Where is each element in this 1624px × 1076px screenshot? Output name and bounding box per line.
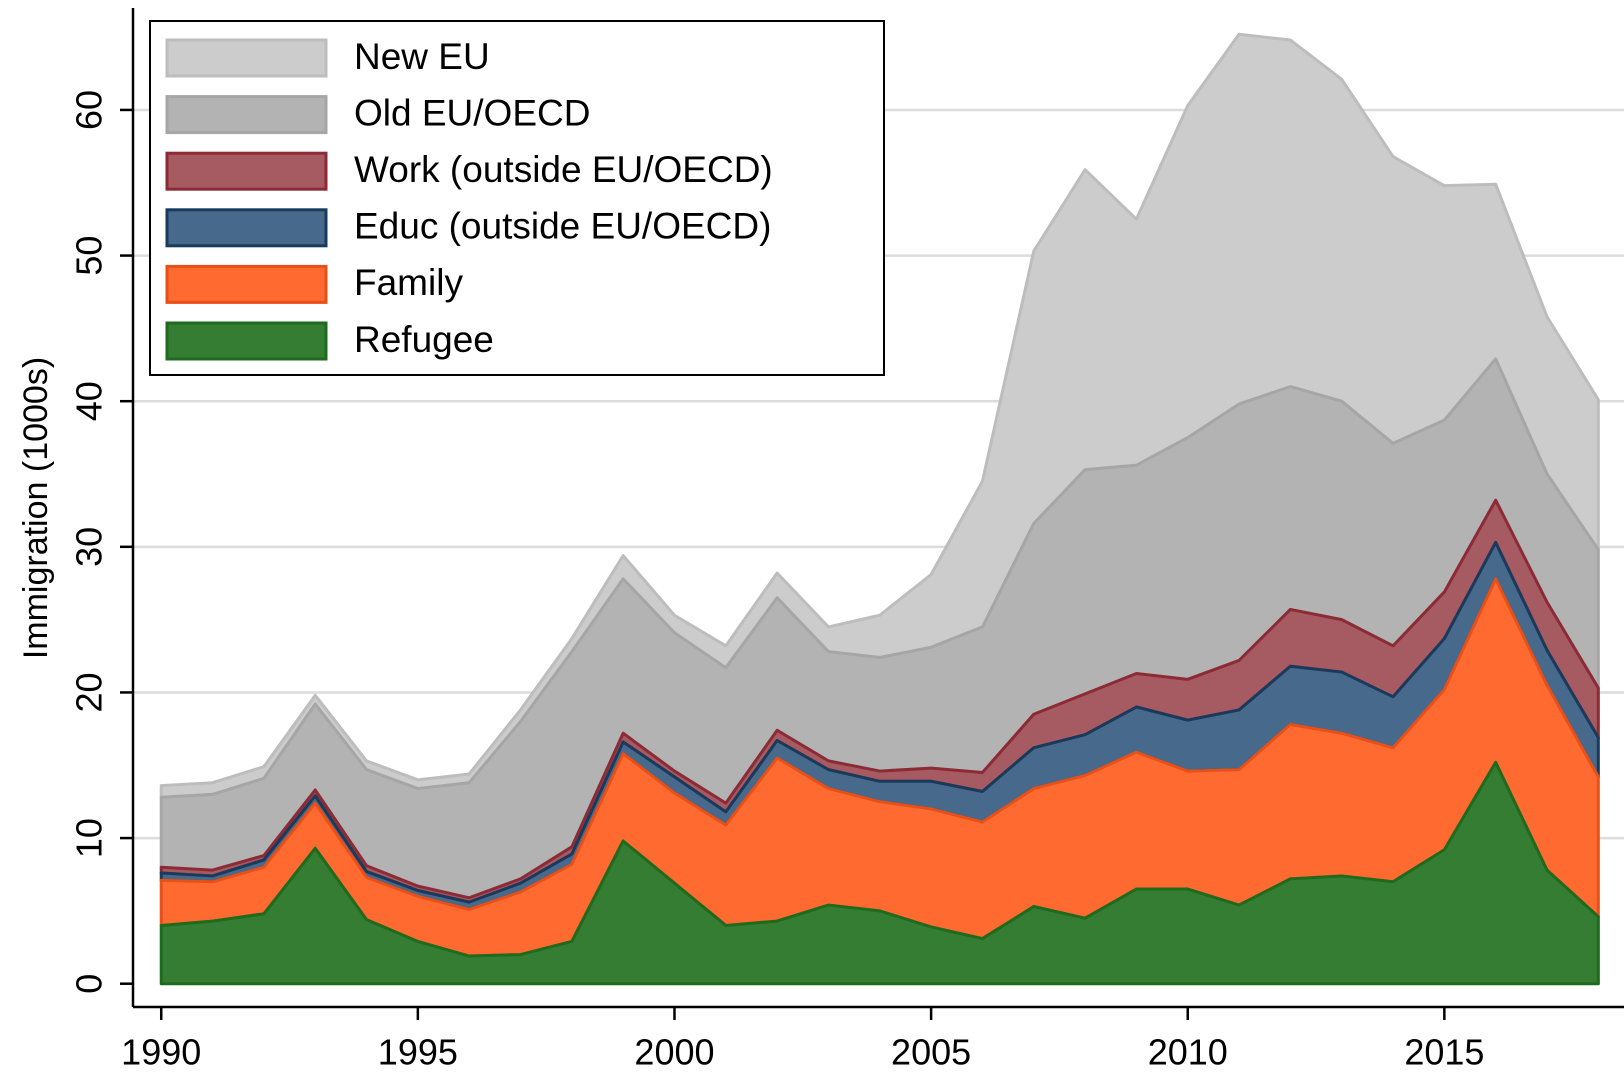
y-tick-label: 60 [69,90,110,130]
y-tick-label: 30 [69,527,110,567]
legend-swatch [165,264,328,304]
y-tick-label: 50 [69,236,110,276]
y-axis-label: Immigration (1000s) [17,357,55,659]
legend-label: New EU [354,36,490,77]
y-tick-label: 40 [69,381,110,421]
legend-label: Refugee [354,319,494,360]
x-tick-label: 2000 [634,1032,714,1073]
y-tick-label: 0 [69,974,110,994]
x-tick-label: 2015 [1404,1032,1484,1073]
x-tick-label: 1990 [121,1032,201,1073]
legend-label: Educ (outside EU/OECD) [354,206,771,247]
legend-swatch [165,95,328,135]
y-tick-label: 10 [69,818,110,858]
area [159,760,1600,986]
legend-swatch [165,151,328,191]
y-tick-label: 20 [69,672,110,712]
legend-label: Family [354,262,463,303]
legend-label: Old EU/OECD [354,92,590,133]
legend-swatch [165,208,328,248]
legend-label: Work (outside EU/OECD) [354,149,773,190]
legend-swatch [165,38,328,78]
legend-swatch [165,321,328,361]
legend-box [149,20,885,376]
x-tick-label: 1995 [378,1032,458,1073]
x-tick-label: 2005 [891,1032,971,1073]
x-tick-label: 2010 [1148,1032,1228,1073]
